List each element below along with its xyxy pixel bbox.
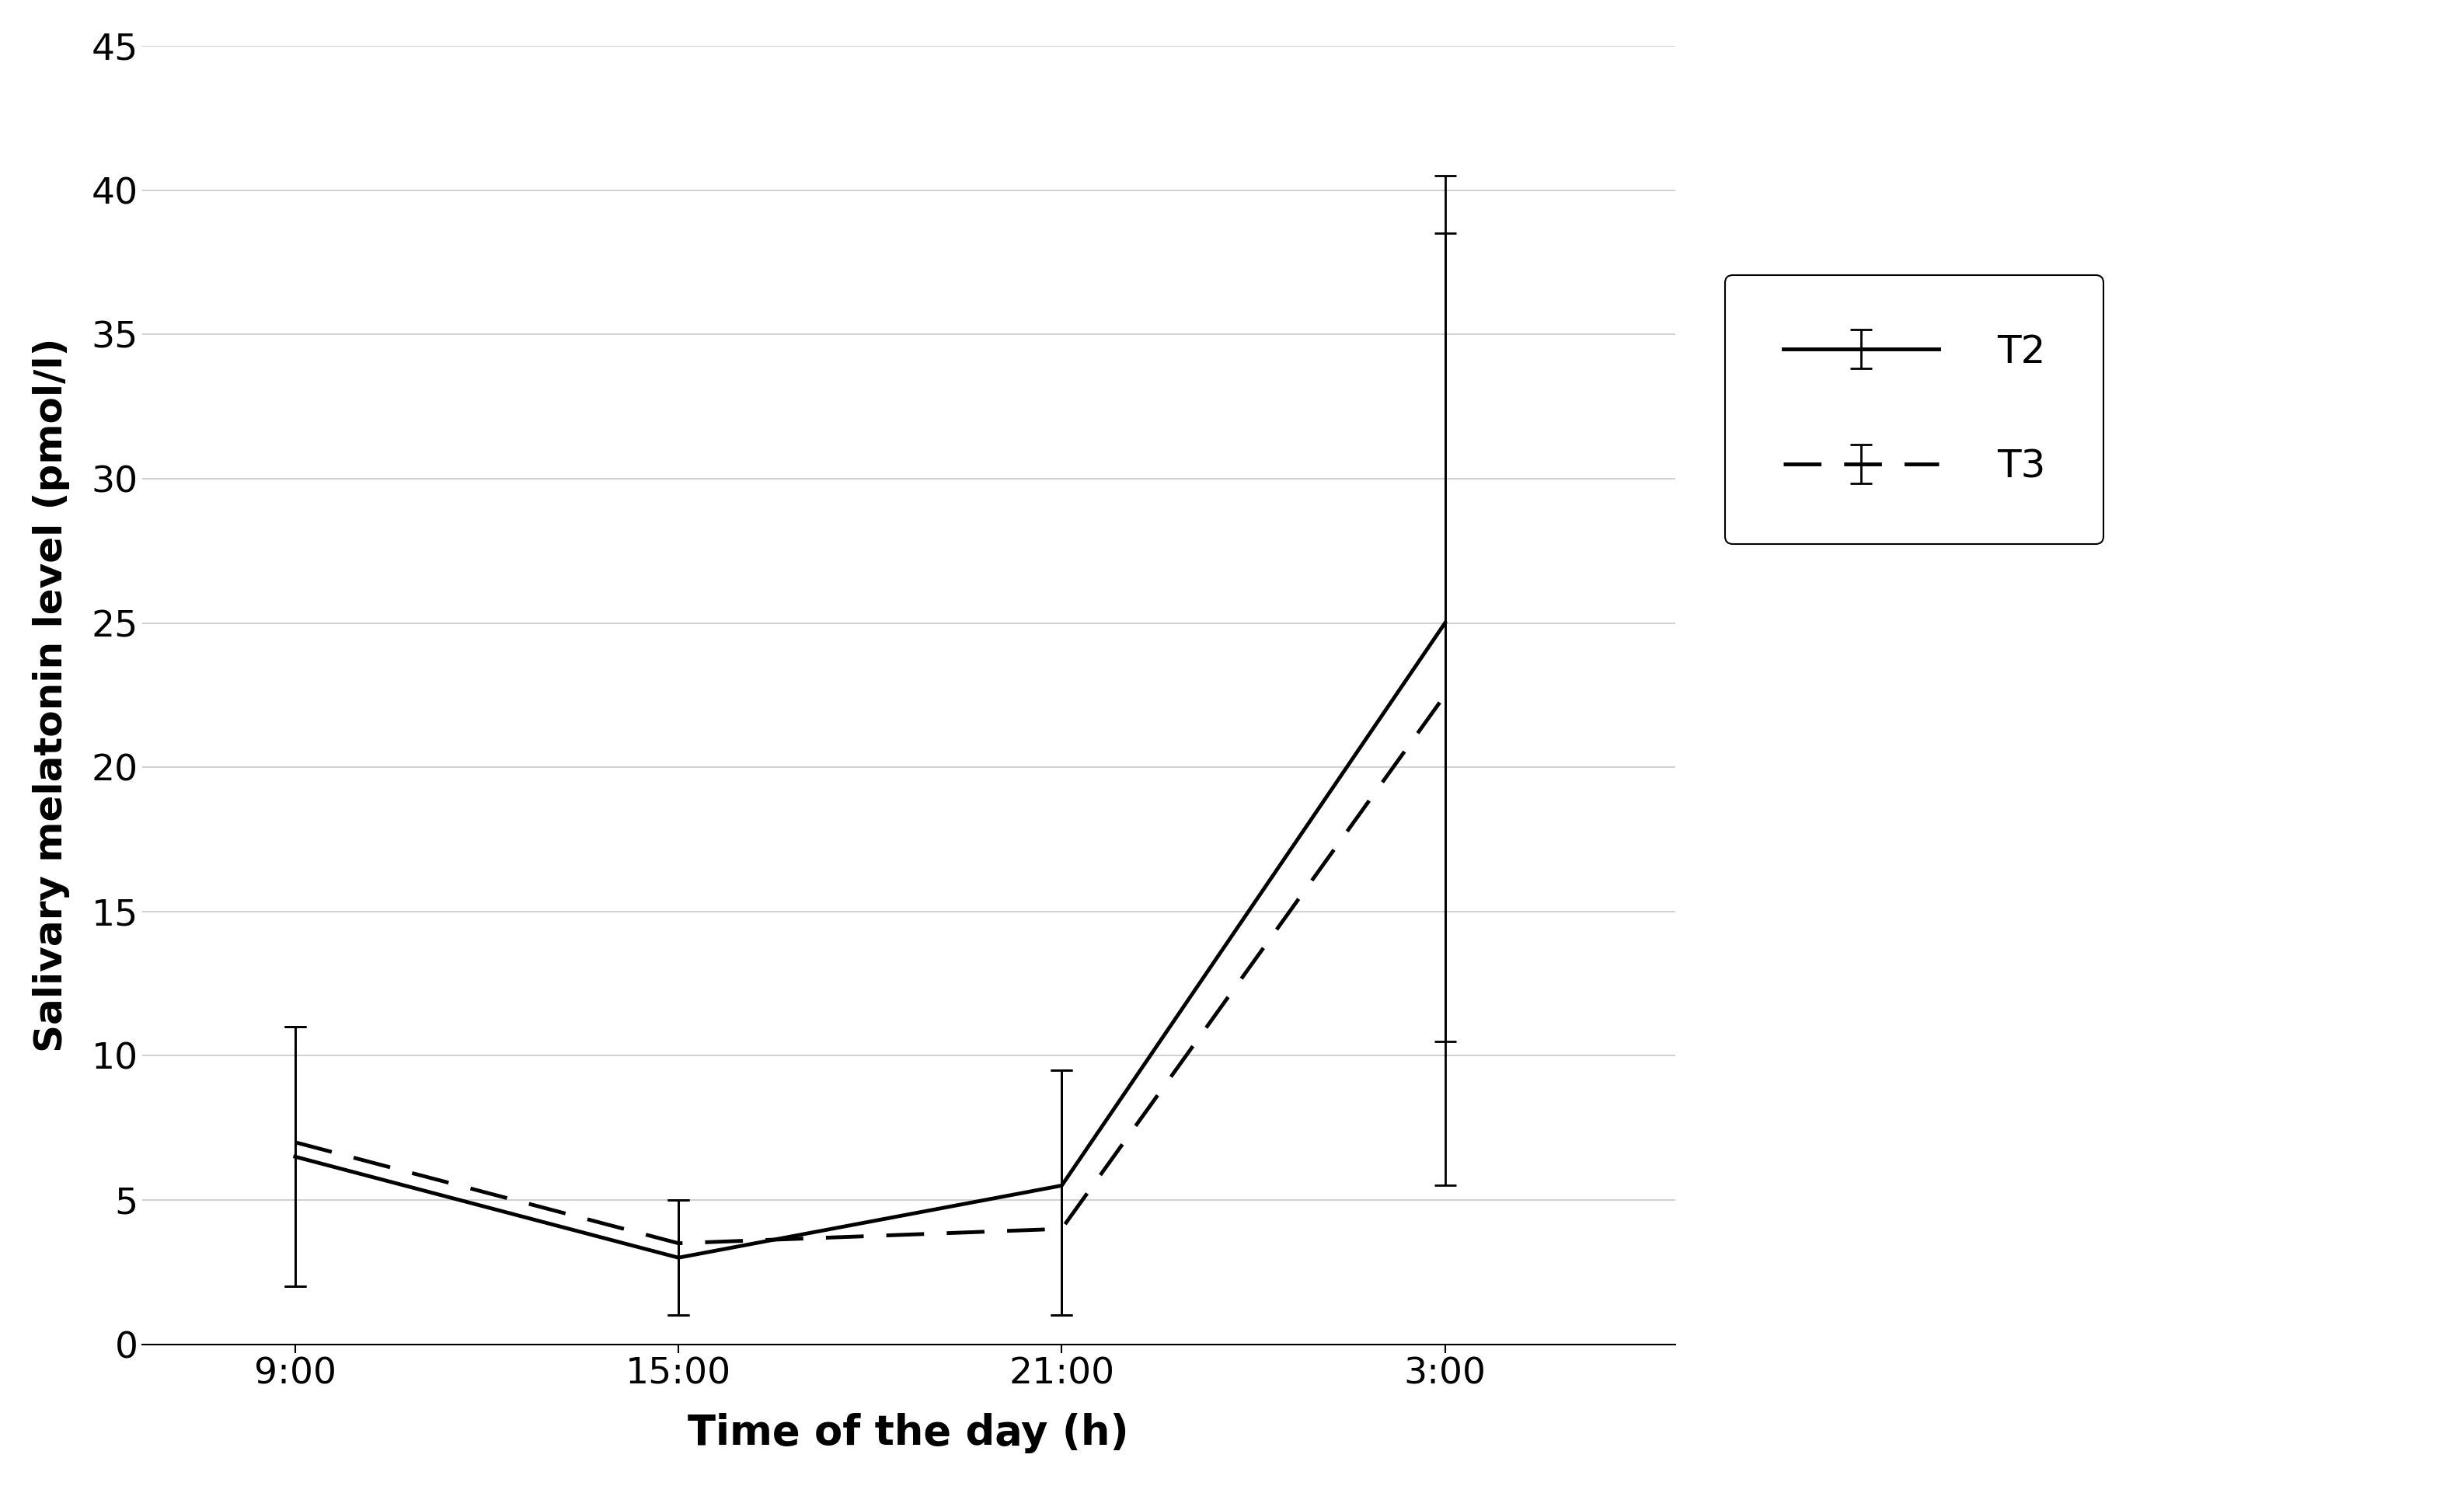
- X-axis label: Time of the day (h): Time of the day (h): [687, 1413, 1129, 1453]
- Y-axis label: Salivary melatonin level (pmol/l): Salivary melatonin level (pmol/l): [32, 337, 69, 1052]
- Legend: T2, T3: T2, T3: [1725, 275, 2104, 544]
